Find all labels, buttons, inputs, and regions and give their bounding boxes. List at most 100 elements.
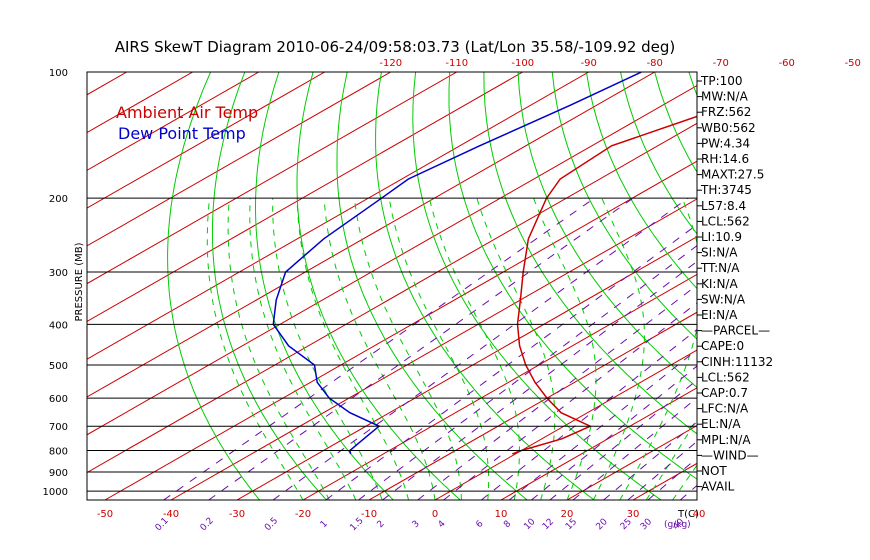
index-item: MAXT:27.5: [701, 168, 764, 182]
top-temp-tick-label: -120: [379, 58, 402, 69]
air-temp-profile-line: [512, 115, 697, 455]
moist-adiabat-line: [227, 198, 330, 500]
bottom-temp-tick-label: -20: [295, 509, 311, 520]
index-item: SI:N/A: [701, 246, 738, 260]
index-item: EI:N/A: [701, 308, 738, 322]
dry-adiabat-line: [757, 72, 870, 500]
mixing-ratio-label: 20: [595, 517, 610, 532]
moist-adiabat-line: [323, 198, 436, 500]
isotherm-line: [104, 160, 697, 500]
moist-adiabat-line: [672, 464, 697, 500]
moist-adiabat-line: [296, 198, 410, 500]
index-item: CINH:11132: [701, 355, 773, 369]
index-item: —WIND—: [701, 448, 759, 462]
index-item: PW:4.34: [701, 136, 750, 150]
pressure-tick-label: 400: [49, 320, 68, 331]
dry-adiabat-line: [167, 72, 260, 500]
dry-adiabat-line: [254, 72, 394, 500]
moist-adiabat-line: [354, 198, 462, 500]
mixing-ratio-label: 8: [502, 519, 513, 530]
index-item: LCL:562: [701, 214, 750, 228]
bottom-temp-tick-label: -30: [229, 509, 245, 520]
index-item: RH:14.6: [701, 152, 749, 166]
isotherm-line: [831, 72, 870, 500]
mixing-ratio-line: [358, 245, 697, 500]
mixing-ratio-label: 30: [639, 517, 654, 532]
index-item: KI:N/A: [701, 277, 738, 291]
pressure-tick-label: 700: [49, 422, 68, 433]
mixing-ratio-line: [163, 197, 595, 500]
mixing-ratio-line: [208, 197, 634, 500]
mixing-ratio-line: [443, 302, 697, 500]
dry-adiabat-line: [585, 72, 697, 290]
moist-adiabat-line: [476, 198, 556, 500]
index-item: MPL:N/A: [701, 433, 751, 447]
pressure-tick-label: 900: [49, 468, 68, 479]
index-item: MW:N/A: [701, 90, 749, 104]
index-item: FRZ:562: [701, 105, 751, 119]
index-item: EL:N/A: [701, 417, 741, 431]
isotherm-line: [87, 72, 127, 96]
moist-adiabat-line: [206, 198, 304, 500]
isotherm-line: [302, 273, 697, 500]
isotherm-line: [87, 85, 697, 436]
isotherm-line: [87, 72, 325, 209]
mixing-ratio-label: 12: [541, 517, 556, 532]
bottom-temp-tick-label: -10: [361, 509, 377, 520]
mixing-ratio-label: 10: [522, 517, 537, 532]
index-item: TH:3745: [700, 183, 752, 197]
index-item: AVAIL: [701, 480, 735, 494]
index-item: CAPE:0: [701, 339, 744, 353]
pressure-tick-label: 1000: [43, 487, 68, 498]
isotherm-line: [87, 72, 589, 360]
temp-unit-label: T(C): [677, 509, 699, 520]
index-item: L57:8.4: [701, 199, 746, 213]
mixing-ratio-label: 6: [474, 519, 485, 530]
moist-adiabat-line: [533, 198, 597, 500]
pressure-tick-label: 300: [49, 268, 68, 279]
isotherm-line: [87, 122, 697, 474]
bottom-temp-tick-label: 40: [693, 509, 706, 520]
chart-title: AIRS SkewT Diagram 2010-06-24/09:58:03.7…: [115, 38, 676, 56]
dry-adiabat-line: [860, 72, 870, 500]
index-item: LFC:N/A: [701, 402, 749, 416]
mixing-ratio-label: 0.2: [199, 516, 216, 533]
moist-adiabat-line: [429, 198, 520, 500]
top-temp-tick-label: -100: [511, 58, 534, 69]
dry-adiabat-line: [296, 72, 461, 500]
isotherm-line: [500, 387, 697, 500]
index-item: LI:10.9: [701, 230, 742, 244]
isotherm-line: [368, 311, 697, 500]
top-temp-tick-label: -60: [779, 58, 795, 69]
index-item: TP:100: [700, 74, 743, 88]
bottom-temp-tick-label: 10: [495, 509, 508, 520]
dry-adiabat-line: [448, 72, 697, 480]
dew-point-profile-line: [272, 72, 642, 455]
top-temp-tick-label: -110: [445, 58, 468, 69]
dry-adiabat-line: [211, 72, 327, 500]
top-temp-tick-label: -70: [713, 58, 729, 69]
pressure-tick-label: 800: [49, 447, 68, 458]
index-item: NOT: [701, 464, 727, 478]
dry-adiabat-line: [375, 72, 595, 500]
top-temp-tick-label: -80: [647, 58, 663, 69]
pressure-tick-label: 600: [49, 394, 68, 405]
moist-adiabat-line: [272, 198, 383, 500]
dry-adiabat-line: [791, 72, 870, 500]
bottom-temp-tick-label: 30: [627, 509, 640, 520]
isotherm-line: [434, 349, 697, 500]
index-item: —PARCEL—: [701, 324, 770, 338]
mixing-ratio-line: [417, 284, 697, 500]
bottom-temp-tick-label: 0: [432, 509, 438, 520]
moist-adiabat-line: [249, 198, 357, 500]
mixing-ratio-label: 0.5: [263, 516, 280, 533]
pressure-tick-label: 200: [49, 194, 68, 205]
index-item: TT:N/A: [700, 261, 740, 275]
top-temp-tick-label: -50: [845, 58, 861, 69]
isotherm-line: [765, 72, 870, 500]
bottom-temp-tick-label: -50: [97, 509, 113, 520]
mixing-ratio-line: [382, 260, 697, 500]
mixing-ratio-line: [272, 197, 689, 500]
isotherm-line: [0, 72, 61, 500]
